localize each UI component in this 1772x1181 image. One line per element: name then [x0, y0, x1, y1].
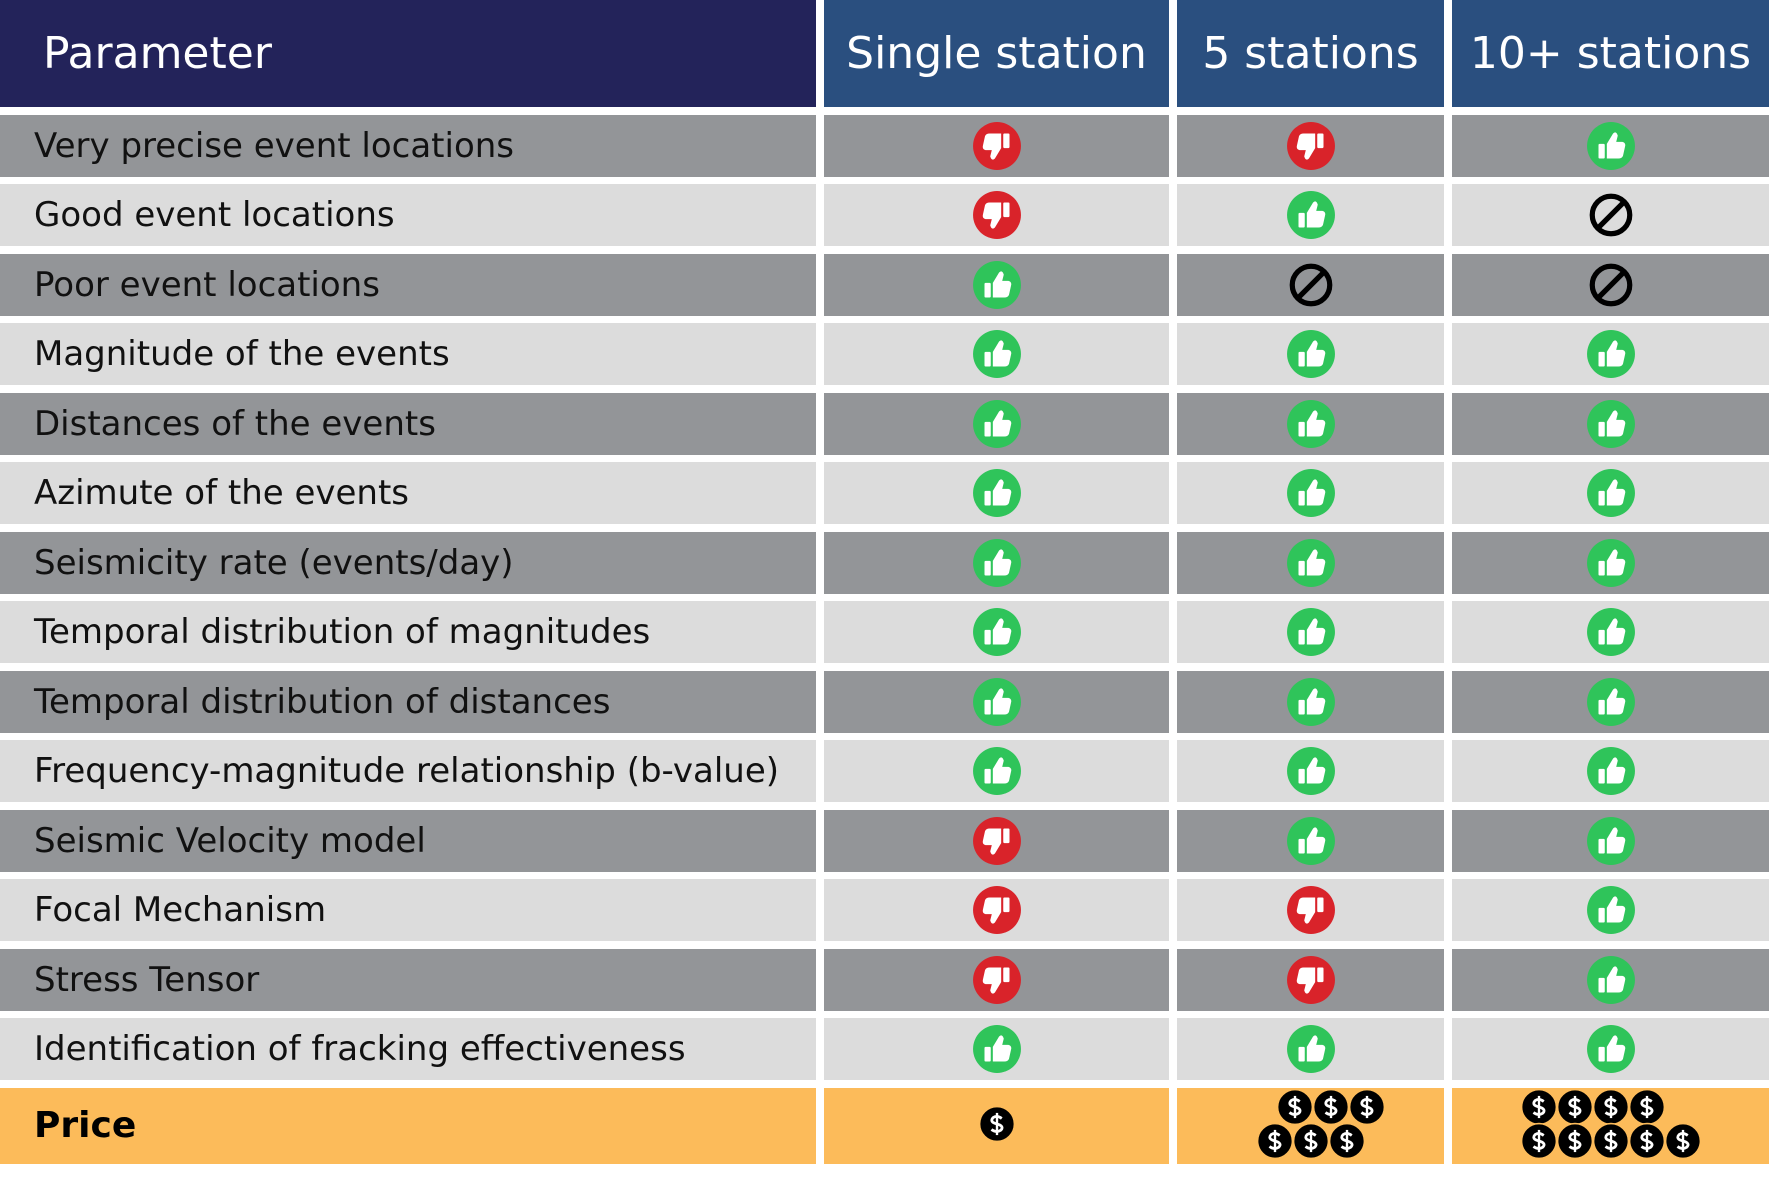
coin [1328, 1122, 1366, 1160]
coin [1256, 1122, 1294, 1160]
coin [1628, 1088, 1666, 1126]
row-label: Frequency-magnitude relationship (b-valu… [0, 740, 816, 802]
thumbs-down [1286, 121, 1336, 171]
row-label: Focal Mechanism [0, 879, 816, 941]
thumbs-up [1586, 399, 1636, 449]
price-coins [1237, 1092, 1385, 1160]
coin [1592, 1088, 1630, 1126]
thumbs-up [1286, 677, 1336, 727]
thumbs-up [1586, 955, 1636, 1005]
thumbs-up [1586, 885, 1636, 935]
thumbs-up [1586, 468, 1636, 518]
thumbs-up [1586, 607, 1636, 657]
row-label: Seismic Velocity model [0, 809, 816, 872]
thumbs-up [1286, 399, 1336, 449]
thumbs-up [972, 746, 1022, 796]
thumbs-up [1286, 538, 1336, 588]
row-label: Poor event locations [0, 253, 816, 316]
header-cell: 10+ stations [1452, 0, 1769, 107]
header-cell: 5 stations [1177, 0, 1444, 107]
thumbs-up [972, 329, 1022, 379]
thumbs-up [1286, 190, 1336, 240]
thumbs-down [1286, 885, 1336, 935]
coin [1348, 1088, 1386, 1126]
price-coins [979, 1109, 1015, 1143]
price-coins [1521, 1092, 1701, 1160]
row-label: Temporal distribution of distances [0, 670, 816, 733]
thumbs-up [1586, 329, 1636, 379]
thumbs-down [1286, 955, 1336, 1005]
thumbs-up [1286, 468, 1336, 518]
price-label: Price [0, 1087, 816, 1164]
thumbs-up [1286, 816, 1336, 866]
row-label: Azimute of the events [0, 462, 816, 524]
thumbs-up [1586, 816, 1636, 866]
coin [1556, 1088, 1594, 1126]
row-label: Distances of the events [0, 392, 816, 455]
header-cell: Parameter [0, 0, 816, 107]
thumbs-up [1586, 1024, 1636, 1074]
row-label: Seismicity rate (events/day) [0, 531, 816, 594]
row-label: Good event locations [0, 184, 816, 246]
thumbs-down [972, 885, 1022, 935]
coin [1312, 1088, 1350, 1126]
thumbs-down [972, 190, 1022, 240]
coin [1592, 1122, 1630, 1160]
thumbs-down [972, 955, 1022, 1005]
coin [1556, 1122, 1594, 1160]
thumbs-up [1286, 1024, 1336, 1074]
coin [1664, 1122, 1702, 1160]
row-label: Temporal distribution of magnitudes [0, 601, 816, 663]
thumbs-up [1586, 538, 1636, 588]
thumbs-down [972, 816, 1022, 866]
coin [1520, 1122, 1558, 1160]
coin [1520, 1088, 1558, 1126]
thumbs-up [972, 468, 1022, 518]
coin [1628, 1122, 1666, 1160]
thumbs-up [972, 260, 1022, 310]
thumbs-up [1286, 329, 1336, 379]
thumbs-down [972, 121, 1022, 171]
row-label: Very precise event locations [0, 114, 816, 177]
row-label: Magnitude of the events [0, 323, 816, 385]
coin [978, 1105, 1016, 1143]
row-label: Identification of fracking effectiveness [0, 1018, 816, 1080]
not-applicable [1286, 260, 1336, 310]
thumbs-up [1286, 607, 1336, 657]
not-applicable [1586, 190, 1636, 240]
coin [1292, 1122, 1330, 1160]
row-label: Stress Tensor [0, 948, 816, 1011]
thumbs-up [1586, 677, 1636, 727]
thumbs-up [1286, 746, 1336, 796]
thumbs-up [972, 538, 1022, 588]
thumbs-up [972, 1024, 1022, 1074]
thumbs-up [972, 677, 1022, 727]
thumbs-up [1586, 121, 1636, 171]
thumbs-up [1586, 746, 1636, 796]
thumbs-up [972, 399, 1022, 449]
thumbs-up [972, 607, 1022, 657]
header-cell: Single station [824, 0, 1169, 107]
not-applicable [1586, 260, 1636, 310]
coin [1276, 1088, 1314, 1126]
